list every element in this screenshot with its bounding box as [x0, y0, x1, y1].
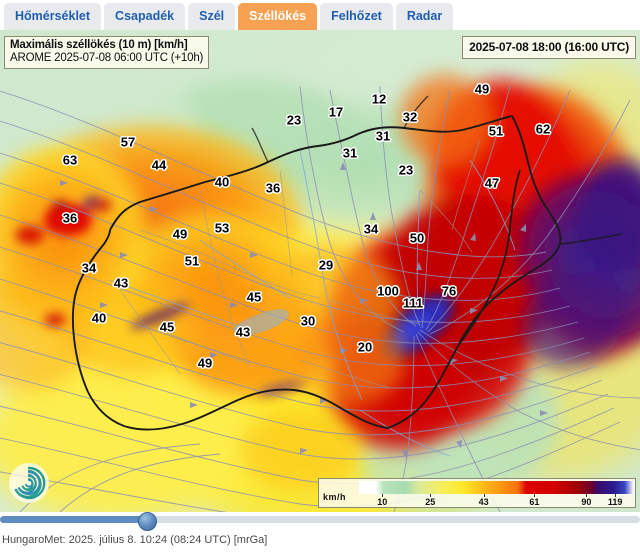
station-value-label: 31: [342, 145, 358, 161]
map-raster-layer: [0, 30, 640, 512]
station-value-label: 57: [120, 134, 136, 150]
station-value-label: 36: [265, 180, 281, 196]
station-value-label: 45: [159, 319, 175, 335]
station-value-label: 45: [246, 289, 262, 305]
legend-tick-mark: [615, 494, 617, 497]
station-value-label: 17: [328, 104, 344, 120]
station-value-label: 47: [484, 175, 500, 191]
station-value-label: 51: [488, 123, 504, 139]
station-value-label: 111: [402, 295, 424, 311]
legend-color-bar: [359, 481, 633, 494]
station-value-label: 49: [172, 226, 188, 242]
map-borders-layer: [71, 95, 623, 431]
legend-tick-mark: [483, 494, 485, 497]
station-value-label: 32: [402, 109, 418, 125]
station-value-label: 49: [474, 81, 490, 97]
color-scale-legend: km/h 10 25 43 61 90 119: [318, 478, 636, 508]
station-value-label: 50: [409, 230, 425, 246]
station-value-label: 62: [535, 121, 551, 137]
footer: HungaroMet: 2025. július 8. 10:24 (08:24…: [0, 512, 640, 552]
legend-tick-value: 43: [478, 497, 489, 507]
time-slider-track[interactable]: [0, 516, 640, 523]
legend-tick-value: 90: [581, 497, 592, 507]
station-value-label: 63: [62, 152, 78, 168]
station-value-label: 23: [286, 112, 302, 128]
station-value-label: 34: [363, 221, 379, 237]
legend-tick-value: 25: [425, 497, 436, 507]
tab-homerseklet[interactable]: Hőmérséklet: [4, 3, 102, 30]
station-value-label: 34: [81, 260, 97, 276]
tab-csapadek[interactable]: Csapadék: [104, 3, 186, 30]
weather-map-canvas[interactable]: 57 63 44 36 40 36 49 53 34 51 43 40 45 45 43 49 30 29 23 17…: [0, 30, 640, 512]
legend-tick-value: 119: [607, 497, 623, 507]
station-value-label: 20: [357, 339, 373, 355]
station-value-label: 40: [91, 310, 107, 326]
station-value-label: 51: [184, 253, 200, 269]
station-value-label: 12: [371, 91, 387, 107]
legend-unit-label: km/h: [323, 492, 347, 502]
map-title-sub: AROME 2025-07-08 06:00 UTC (+10h): [10, 52, 204, 64]
tab-bar: Hőmérséklet Csapadék Szél Széllökés Felhőzet…: [0, 0, 640, 30]
station-value-label: 30: [300, 313, 316, 329]
station-value-label: 49: [197, 355, 213, 371]
time-slider-handle[interactable]: [138, 512, 158, 531]
station-value-label: 23: [398, 162, 414, 178]
station-value-label: 76: [441, 283, 457, 299]
station-value-label: 31: [375, 128, 391, 144]
map-title-box: Maximális széllökés (10 m) [km/h] AROME …: [4, 36, 210, 69]
station-value-label: 40: [214, 174, 230, 190]
station-value-label: 100: [377, 283, 399, 299]
station-value-label: 29: [318, 257, 334, 273]
legend-tick-mark: [586, 494, 588, 497]
station-value-label: 43: [235, 324, 251, 340]
legend-tick-value: 61: [529, 497, 540, 507]
legend-tick-mark: [382, 494, 384, 497]
station-value-label: 44: [151, 157, 167, 173]
tab-felhozet[interactable]: Felhőzet: [320, 3, 393, 30]
station-value-label: 43: [113, 275, 129, 291]
time-slider-fill: [0, 516, 148, 523]
legend-tick-mark: [534, 494, 536, 497]
legend-tick-value: 10: [377, 497, 388, 507]
hungaromet-spiral-logo: [9, 463, 49, 503]
map-valid-time-box: 2025-07-08 18:00 (16:00 UTC): [462, 36, 636, 59]
tab-radar[interactable]: Radar: [395, 3, 454, 30]
tab-szel[interactable]: Szél: [188, 3, 236, 30]
legend-tick-mark: [430, 494, 432, 497]
station-value-label: 36: [62, 210, 78, 226]
map-title-main: Maximális széllökés (10 m) [km/h]: [10, 39, 188, 51]
tab-szellokes[interactable]: Széllökés: [238, 3, 318, 30]
station-value-label: 53: [214, 220, 230, 236]
legend-tick-labels: 10 25 43 61 90 119: [359, 494, 633, 507]
footer-credit-text: HungaroMet: 2025. július 8. 10:24 (08:24…: [2, 534, 268, 546]
